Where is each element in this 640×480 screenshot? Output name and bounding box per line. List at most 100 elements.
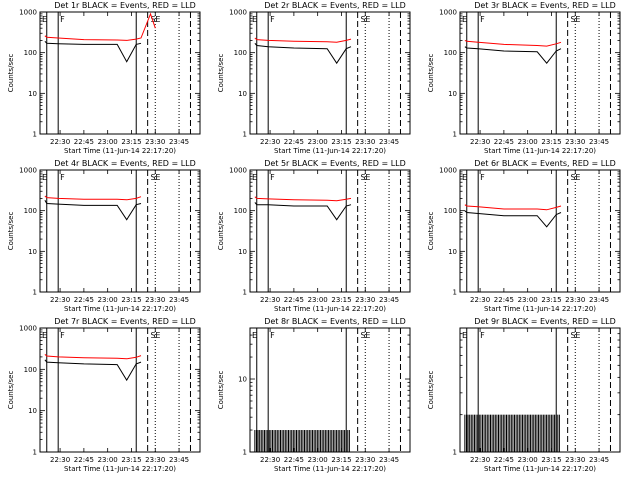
x-tick-label: 23:45 [589,456,609,464]
x-tick-label: 22:45 [284,456,304,464]
y-axis-label: Counts/sec [427,371,435,410]
panel-title: Det 1r BLACK = Events, RED = LLD [54,1,196,10]
marker-label-f: F [270,173,275,182]
x-axis-label: Start Time (11-Jun-14 22:17:20) [274,465,386,473]
y-axis-label: Counts/sec [427,212,435,251]
x-tick-label: 22:45 [284,296,304,304]
x-axis-label: Start Time (11-Jun-14 22:17:20) [484,465,596,473]
x-tick-label: 22:30 [260,296,280,304]
chart-panel-2: Det 2r BLACK = Events, RED = LLD 1 10 100 10… [217,1,411,155]
events-series-line [464,46,562,64]
x-axis-label: Start Time (11-Jun-14 22:17:20) [274,147,386,155]
marker-label-s: S [571,331,576,340]
y-tick-label: 100 [234,49,247,57]
marker-label-e: E [365,173,370,182]
x-tick-label: 22:30 [470,456,490,464]
x-tick-label: 22:45 [74,456,94,464]
marker-label-e: E [252,15,257,24]
lld-series-line [464,39,562,47]
x-tick-label: 23:00 [308,456,328,464]
marker-label-e: E [155,15,160,24]
y-tick-label: 10 [28,90,37,98]
marker-label-e: E [42,173,47,182]
x-tick-label: 23:15 [121,456,141,464]
x-tick-label: 23:30 [355,138,375,146]
x-tick-label: 23:45 [589,296,609,304]
y-tick-label: 1 [243,131,247,139]
x-tick-label: 22:30 [470,296,490,304]
y-tick-label: 1000 [439,167,457,175]
events-series-line [44,200,142,221]
x-tick-label: 23:45 [169,456,189,464]
y-tick-label: 1 [243,289,247,297]
x-tick-label: 23:00 [308,138,328,146]
events-series-line [44,359,142,382]
chart-panel-5: Det 5r BLACK = Events, RED = LLD 1 10 100 10… [217,159,411,313]
y-tick-label: 10 [448,90,457,98]
panel-title: Det 6r BLACK = Events, RED = LLD [474,159,616,168]
lld-series-line [44,354,142,360]
y-tick-label: 1000 [229,9,247,17]
x-tick-label: 22:45 [494,296,514,304]
x-tick-label: 23:30 [145,138,165,146]
x-tick-label: 23:15 [331,456,351,464]
x-tick-label: 23:00 [98,456,118,464]
marker-label-e: E [365,15,370,24]
x-tick-label: 23:00 [308,296,328,304]
x-axis-label: Start Time (11-Jun-14 22:17:20) [64,147,176,155]
marker-label-e: E [575,173,580,182]
x-tick-label: 22:30 [260,456,280,464]
marker-label-e: E [42,15,47,24]
events-series-line [464,210,562,228]
y-tick-label: 10 [238,376,247,384]
marker-label-s: S [361,15,366,24]
x-tick-label: 22:30 [50,456,70,464]
x-tick-label: 23:15 [121,138,141,146]
marker-label-e: E [575,15,580,24]
panel-title: Det 9r BLACK = Events, RED = LLD [474,317,616,326]
x-tick-label: 23:15 [541,138,561,146]
y-tick-label: 1 [453,131,457,139]
x-tick-label: 23:00 [518,296,538,304]
y-axis-label: Counts/sec [7,371,15,410]
x-tick-label: 22:45 [74,138,94,146]
y-tick-label: 1 [243,449,247,457]
y-tick-label: 100 [234,207,247,215]
marker-label-s: S [151,173,156,182]
lld-series-line [464,204,562,211]
x-tick-label: 23:30 [565,456,585,464]
chart-panel-4: Det 4r BLACK = Events, RED = LLD 1 10 100 10… [7,159,201,313]
events-series-line [254,42,352,65]
y-tick-label: 100 [24,366,37,374]
x-tick-label: 23:00 [518,456,538,464]
y-tick-label: 1 [33,131,37,139]
chart-panel-1: Det 1r BLACK = Events, RED = LLD 1 10 100 10… [7,1,201,155]
plot-frame [459,169,621,293]
x-tick-label: 23:45 [379,296,399,304]
y-axis-label: Counts/sec [217,212,225,251]
plot-frame [459,11,621,135]
x-tick-label: 23:15 [541,296,561,304]
marker-label-s: S [151,331,156,340]
chart-panel-9: Det 9r BLACK = Events, RED = LLD 1 22:30 22… [427,317,621,473]
marker-label-e: E [252,331,257,340]
panel-title: Det 4r BLACK = Events, RED = LLD [54,159,196,168]
chart-panel-3: Det 3r BLACK = Events, RED = LLD 1 10 100 10… [427,1,621,155]
x-tick-label: 23:30 [565,296,585,304]
x-tick-label: 23:30 [355,456,375,464]
marker-label-e: E [462,15,467,24]
chart-panel-6: Det 6r BLACK = Events, RED = LLD 1 10 100 10… [427,159,621,313]
x-tick-label: 23:30 [355,296,375,304]
y-axis-label: Counts/sec [7,212,15,251]
y-tick-label: 10 [448,248,457,256]
marker-label-e: E [575,331,580,340]
x-axis-label: Start Time (11-Jun-14 22:17:20) [484,147,596,155]
marker-label-f: F [60,15,65,24]
y-tick-label: 10 [238,248,247,256]
y-tick-label: 1000 [439,9,457,17]
x-tick-label: 23:15 [331,296,351,304]
x-tick-label: 22:45 [284,138,304,146]
x-tick-label: 23:00 [518,138,538,146]
chart-panel-8: Det 8r BLACK = Events, RED = LLD 1 10 22:30… [217,317,411,473]
x-tick-label: 23:15 [541,456,561,464]
